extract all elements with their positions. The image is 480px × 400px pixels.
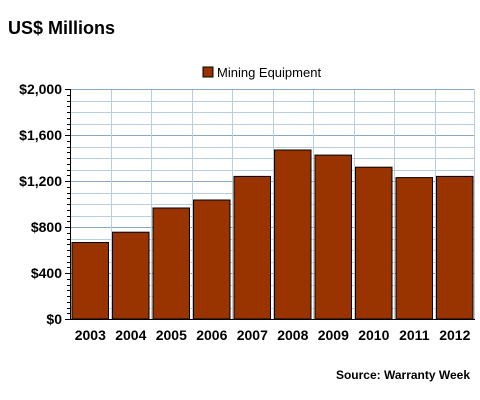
x-tick-label: 2006 — [196, 327, 227, 343]
x-tick-label: 2008 — [277, 327, 308, 343]
x-tick-label: 2004 — [115, 327, 146, 343]
x-tick-label: 2005 — [156, 327, 187, 343]
bar — [193, 199, 231, 320]
bar — [395, 177, 433, 320]
y-tick-label: $0 — [46, 311, 62, 327]
legend-label: Mining Equipment — [217, 65, 321, 80]
y-tick-label: $2,000 — [19, 81, 62, 97]
x-tick-label: 2003 — [75, 327, 106, 343]
y-tick-label: $400 — [31, 265, 62, 281]
y-tick-label: $1,200 — [19, 173, 62, 189]
y-tick-label: $800 — [31, 219, 62, 235]
x-tick-label: 2007 — [237, 327, 268, 343]
bar — [274, 149, 312, 320]
y-axis: $0 $400 $800 $1,200 $1,600 $2,000 — [19, 81, 70, 327]
bar — [355, 166, 393, 320]
source-note: Source: Warranty Week — [336, 368, 470, 382]
x-tick-label: 2010 — [358, 327, 389, 343]
bar — [152, 207, 190, 320]
legend-swatch — [202, 66, 214, 78]
bar — [314, 154, 352, 320]
x-tick-label: 2009 — [318, 327, 349, 343]
bar — [436, 175, 474, 320]
bars — [71, 149, 474, 320]
chart-title: US$ Millions — [8, 18, 115, 38]
bar — [71, 242, 109, 320]
x-axis: 2003 2004 2005 2006 2007 2008 2009 2010 2011 2012 — [75, 327, 471, 343]
y-tick-label: $1,600 — [19, 127, 62, 143]
bar — [233, 175, 271, 320]
axes — [70, 89, 475, 320]
x-tick-label: 2012 — [439, 327, 470, 343]
legend: Mining Equipment — [202, 65, 321, 80]
bar — [112, 231, 150, 320]
x-tick-label: 2011 — [399, 327, 430, 343]
